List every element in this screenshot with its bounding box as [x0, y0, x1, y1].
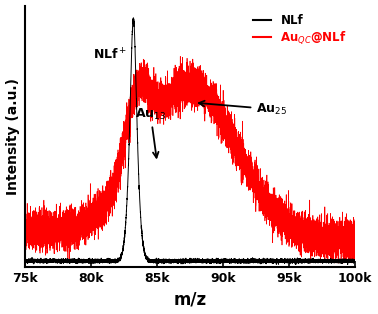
X-axis label: m/z: m/z — [174, 290, 207, 308]
Legend: NLf, Au$_{QC}$@NLf: NLf, Au$_{QC}$@NLf — [249, 9, 352, 51]
Text: Au$_{25}$: Au$_{25}$ — [199, 101, 287, 117]
Text: NLf$^+$: NLf$^+$ — [93, 47, 127, 63]
Text: Au$_{13}$: Au$_{13}$ — [135, 107, 166, 158]
Y-axis label: Intensity (a.u.): Intensity (a.u.) — [6, 78, 20, 195]
